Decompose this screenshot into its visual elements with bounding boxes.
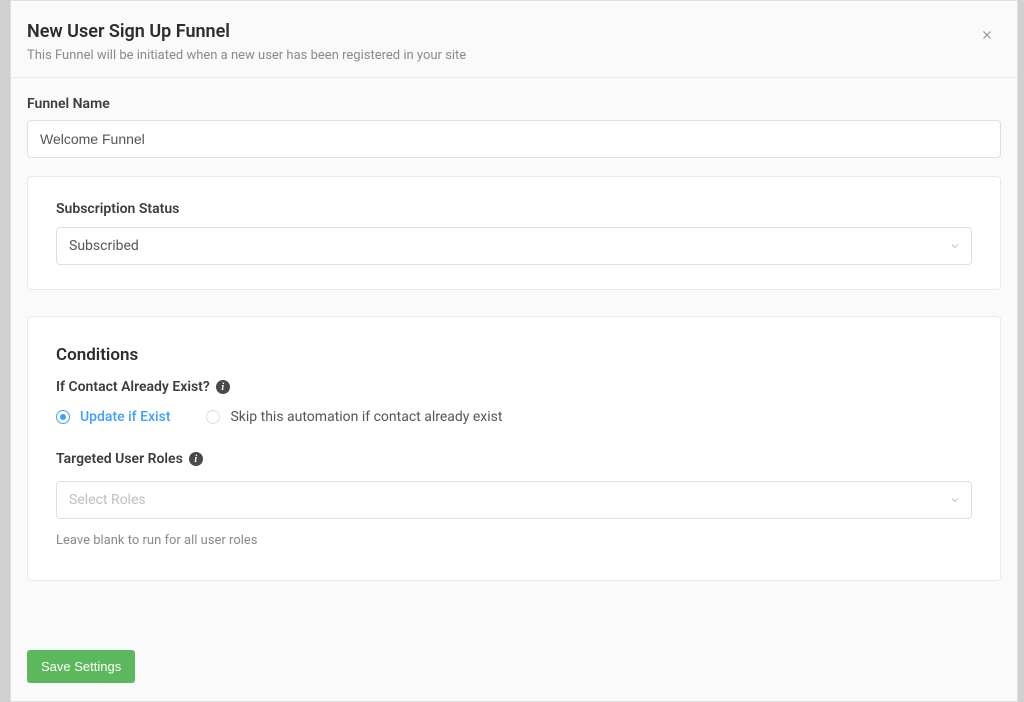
modal-body: Funnel Name Subscription Status Subscrib… [11,78,1017,638]
targeted-roles-label: Targeted User Roles i [56,451,972,467]
funnel-name-input[interactable] [27,120,1001,158]
contact-exist-label: If Contact Already Exist? i [56,379,972,395]
modal-title: New User Sign Up Funnel [27,21,991,42]
funnel-name-group: Funnel Name [27,96,1001,158]
subscription-status-card: Subscription Status Subscribed [27,176,1001,290]
modal-footer: Save Settings [11,638,1017,701]
targeted-roles-select[interactable]: Select Roles [56,481,972,519]
close-icon [980,28,994,42]
radio-update-if-exist[interactable]: Update if Exist [56,409,170,425]
conditions-card: Conditions If Contact Already Exist? i U… [27,316,1001,581]
info-icon[interactable]: i [216,380,230,394]
contact-exist-radio-group: Update if Exist Skip this automation if … [56,409,972,425]
subscription-status-value: Subscribed [69,238,139,254]
conditions-title: Conditions [56,345,972,365]
radio-circle-icon [56,410,70,424]
funnel-name-label: Funnel Name [27,96,1001,112]
targeted-roles-placeholder: Select Roles [69,492,146,508]
radio-label-skip: Skip this automation if contact already … [230,409,502,425]
radio-label-update: Update if Exist [80,409,170,425]
subscription-status-select[interactable]: Subscribed [56,227,972,265]
subscription-status-label: Subscription Status [56,201,972,217]
save-settings-button[interactable]: Save Settings [27,650,135,683]
chevron-down-icon [949,494,961,506]
targeted-roles-helper: Leave blank to run for all user roles [56,533,972,548]
modal-subtitle: This Funnel will be initiated when a new… [27,48,991,63]
close-button[interactable] [979,27,995,43]
funnel-settings-modal: New User Sign Up Funnel This Funnel will… [10,0,1018,702]
chevron-down-icon [949,240,961,252]
radio-skip-automation[interactable]: Skip this automation if contact already … [206,409,502,425]
info-icon[interactable]: i [189,452,203,466]
radio-circle-icon [206,410,220,424]
modal-header: New User Sign Up Funnel This Funnel will… [11,1,1017,78]
